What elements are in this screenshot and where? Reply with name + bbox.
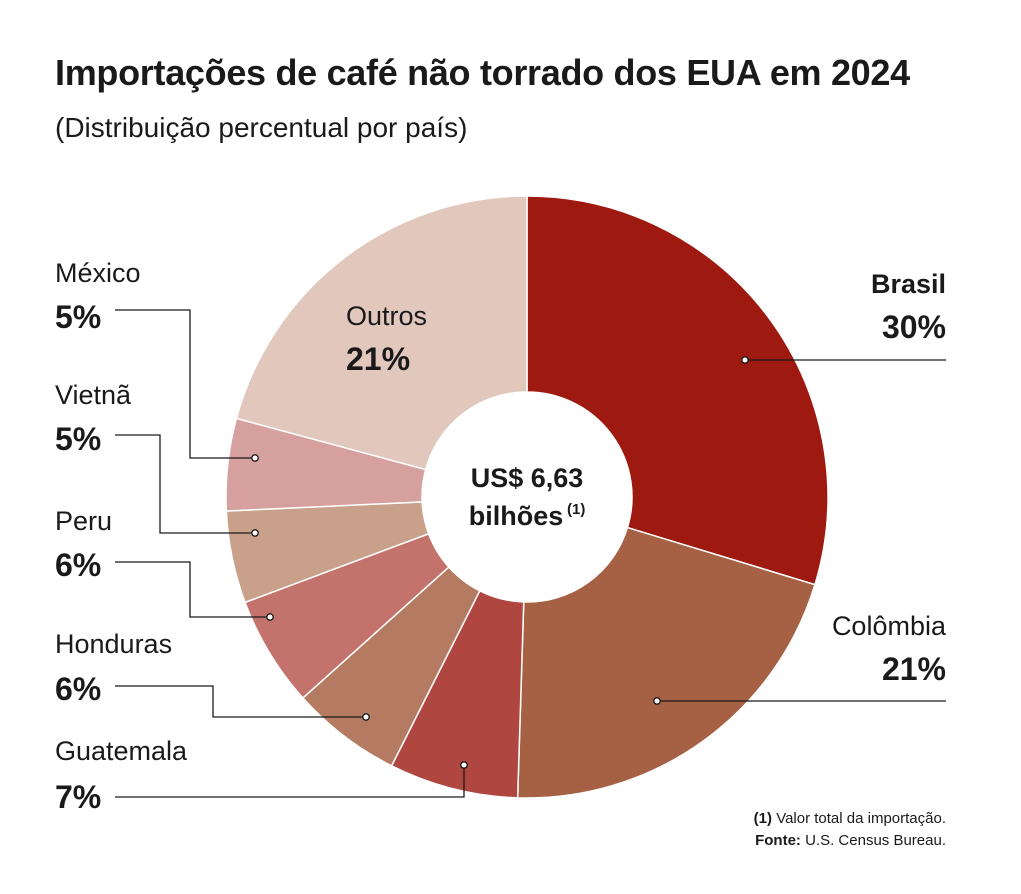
- leader-line-mexico: [115, 309, 255, 459]
- footnote: (1) Valor total da importação. Fonte: U.…: [754, 808, 946, 852]
- slice-label-value-mexico: 5%: [55, 299, 101, 335]
- slice-labels: Brasil 30% Colômbia 21% Guatemala 7% Honduras 6…: [55, 258, 947, 815]
- slice-label-name-colombia: Colômbia: [832, 611, 947, 641]
- source-label: Fonte:: [755, 832, 801, 849]
- center-total-amount: US$ 6,63: [471, 463, 584, 493]
- center-footnote-marker: (1): [567, 501, 585, 518]
- slice-brasil: [526, 195, 829, 586]
- leader-dot-mexico: [251, 454, 259, 462]
- chart-subtitle: (Distribuição percentual por país): [55, 112, 468, 143]
- footnote-note-text: Valor total da importação.: [776, 810, 946, 827]
- leader-dot-guatemala: [460, 761, 468, 769]
- leader-dot-brasil: [741, 356, 749, 364]
- slice-label-value-colombia: 21%: [882, 651, 946, 687]
- chart-title: Importações de café não torrado dos EUA …: [55, 52, 910, 93]
- leader-dot-vietna: [251, 529, 259, 537]
- leader-line-peru: [115, 561, 270, 618]
- leader-dot-honduras: [362, 713, 370, 721]
- slice-outros: [235, 195, 528, 471]
- slice-label-value-vietna: 5%: [55, 421, 101, 457]
- center-total: US$ 6,63 bilhões (1): [469, 463, 586, 531]
- slice-label-name-mexico: México: [55, 258, 141, 288]
- source-text: U.S. Census Bureau.: [805, 832, 946, 849]
- slice-colombia: [516, 526, 816, 799]
- slice-label-value-guatemala: 7%: [55, 779, 101, 815]
- slice-label-value-outros: 21%: [346, 341, 410, 377]
- slice-label-name-outros: Outros: [346, 301, 427, 331]
- footnote-note: (1) Valor total da importação.: [754, 808, 946, 830]
- slice-label-name-honduras: Honduras: [55, 629, 172, 659]
- slice-label-value-peru: 6%: [55, 547, 101, 583]
- leader-lines: [115, 309, 946, 798]
- slice-label-name-brasil: Brasil: [871, 269, 946, 299]
- footnote-source: Fonte: U.S. Census Bureau.: [754, 830, 946, 852]
- footnote-marker: (1): [753, 810, 773, 827]
- slice-label-value-brasil: 30%: [882, 309, 946, 345]
- slice-label-value-honduras: 6%: [55, 671, 101, 707]
- slice-label-name-guatemala: Guatemala: [55, 736, 188, 766]
- donut-slices: [225, 195, 829, 799]
- leader-line-honduras: [115, 685, 366, 718]
- leader-dot-colombia: [653, 697, 661, 705]
- leader-line-guatemala: [115, 765, 465, 798]
- center-total-unit: bilhões: [469, 501, 564, 531]
- leader-line-vietna: [115, 434, 255, 534]
- slice-label-name-vietna: Vietnã: [55, 380, 132, 410]
- slice-label-name-peru: Peru: [55, 506, 112, 536]
- leader-dot-peru: [266, 613, 274, 621]
